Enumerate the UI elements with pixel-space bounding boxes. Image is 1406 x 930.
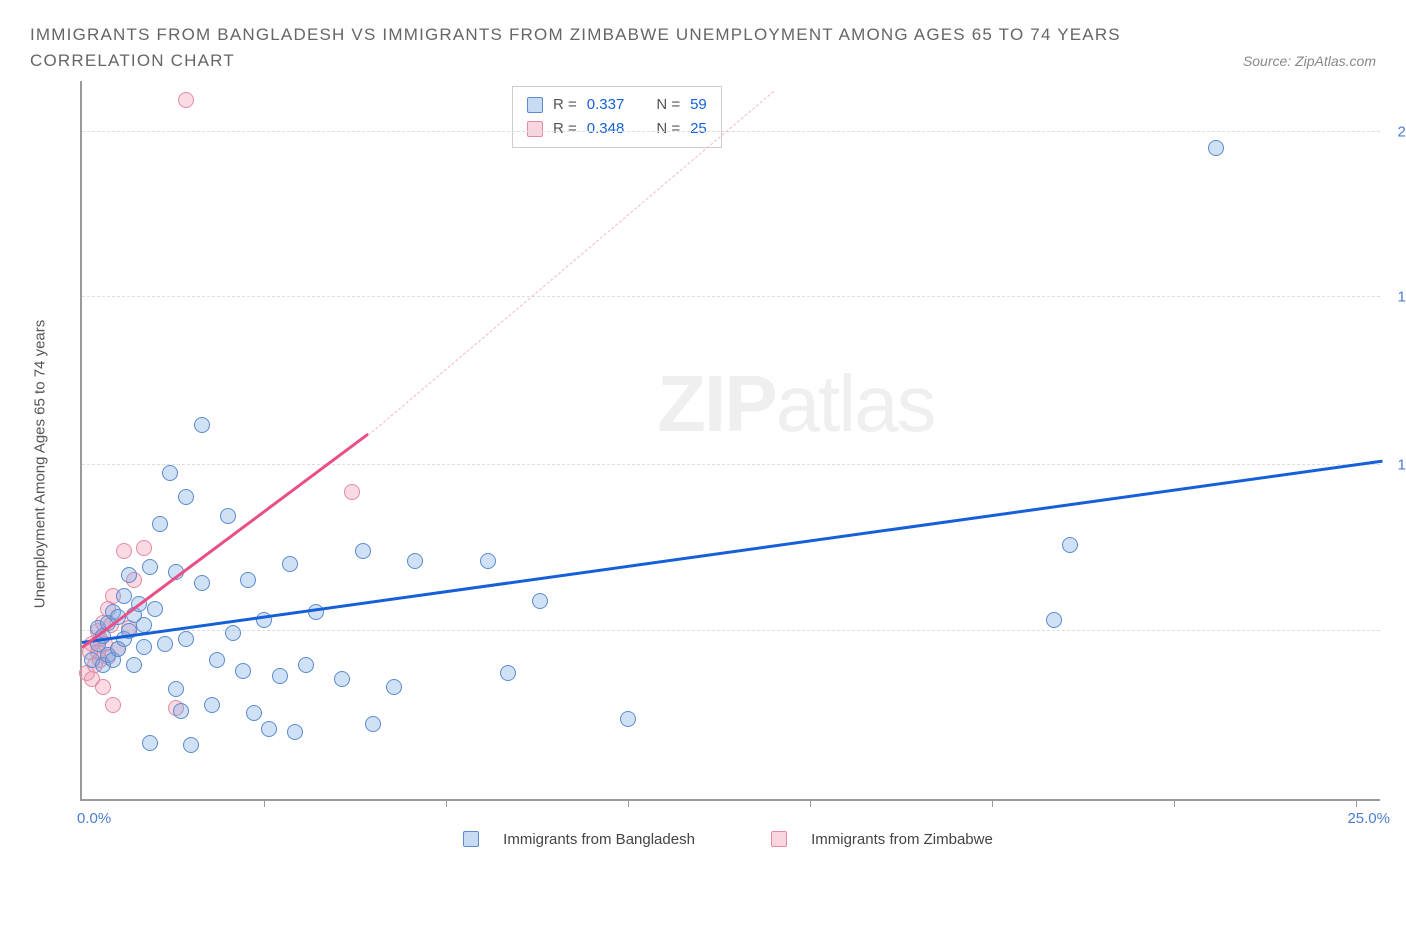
title-block: IMMIGRANTS FROM BANGLADESH VS IMMIGRANTS… xyxy=(30,20,1376,71)
data-point xyxy=(116,543,132,559)
x-tick xyxy=(264,799,265,807)
source-attribution: Source: ZipAtlas.com xyxy=(1243,53,1376,69)
data-point xyxy=(480,553,496,569)
chart-title: IMMIGRANTS FROM BANGLADESH VS IMMIGRANTS… xyxy=(30,20,1376,51)
chart-subtitle: CORRELATION CHART xyxy=(30,51,235,71)
data-point xyxy=(235,663,251,679)
x-tick xyxy=(1356,799,1357,807)
y-axis-label: Unemployment Among Ages 65 to 74 years xyxy=(32,320,49,609)
data-point xyxy=(1208,140,1224,156)
data-point xyxy=(209,652,225,668)
data-point xyxy=(282,556,298,572)
x-tick xyxy=(446,799,447,807)
gridline xyxy=(82,131,1380,132)
legend-swatch-b xyxy=(771,831,787,847)
legend-stats-row: R = 0.337 N = 59 xyxy=(527,93,707,117)
data-point xyxy=(178,489,194,505)
data-point xyxy=(344,484,360,500)
data-point xyxy=(365,716,381,732)
x-tick xyxy=(992,799,993,807)
data-point xyxy=(178,631,194,647)
x-tick xyxy=(810,799,811,807)
data-point xyxy=(220,508,236,524)
legend-swatch-a xyxy=(463,831,479,847)
legend-item: Immigrants from Bangladesh xyxy=(445,831,713,848)
y-tick-label: 18.8% xyxy=(1385,289,1406,306)
data-point xyxy=(500,665,516,681)
data-point xyxy=(116,588,132,604)
data-point xyxy=(355,543,371,559)
data-point xyxy=(162,465,178,481)
data-point xyxy=(204,697,220,713)
data-point xyxy=(95,679,111,695)
data-point xyxy=(261,721,277,737)
plot-area: ZIPatlas R = 0.337 N = 59 R = 0.348 N = … xyxy=(80,81,1380,801)
data-point xyxy=(334,671,350,687)
data-point xyxy=(246,705,262,721)
data-point xyxy=(168,681,184,697)
data-point xyxy=(136,639,152,655)
data-point xyxy=(240,572,256,588)
data-point xyxy=(152,516,168,532)
y-tick-label: 6.3% xyxy=(1385,622,1406,639)
legend-swatch-a xyxy=(527,97,543,113)
data-point xyxy=(142,735,158,751)
data-point xyxy=(1046,612,1062,628)
x-axis-zero: 0.0% xyxy=(77,810,111,827)
data-point xyxy=(147,601,163,617)
trend-line-zimbabwe xyxy=(81,433,369,649)
trend-line-bangladesh xyxy=(82,460,1382,644)
data-point xyxy=(386,679,402,695)
y-tick-label: 25.0% xyxy=(1385,123,1406,140)
data-point xyxy=(1062,537,1078,553)
x-tick xyxy=(628,799,629,807)
data-point xyxy=(183,737,199,753)
x-tick xyxy=(1174,799,1175,807)
data-point xyxy=(105,697,121,713)
data-point xyxy=(157,636,173,652)
y-tick-label: 12.5% xyxy=(1385,457,1406,474)
data-point xyxy=(136,540,152,556)
legend-stats: R = 0.337 N = 59 R = 0.348 N = 25 xyxy=(512,86,722,148)
data-point xyxy=(620,711,636,727)
data-point xyxy=(142,559,158,575)
data-point xyxy=(298,657,314,673)
legend-swatch-b xyxy=(527,121,543,137)
data-point xyxy=(272,668,288,684)
legend-series: Immigrants from Bangladesh Immigrants fr… xyxy=(80,831,1376,848)
data-point xyxy=(178,92,194,108)
legend-item: Immigrants from Zimbabwe xyxy=(753,831,1011,848)
data-point xyxy=(225,625,241,641)
chart-container: Unemployment Among Ages 65 to 74 years Z… xyxy=(30,81,1376,848)
gridline xyxy=(82,296,1380,297)
data-point xyxy=(532,593,548,609)
data-point xyxy=(287,724,303,740)
gridline xyxy=(82,630,1380,631)
data-point xyxy=(194,575,210,591)
x-axis-max: 25.0% xyxy=(1347,810,1390,827)
data-point xyxy=(173,703,189,719)
data-point xyxy=(194,417,210,433)
data-point xyxy=(407,553,423,569)
watermark: ZIPatlas xyxy=(657,358,934,450)
gridline xyxy=(82,464,1380,465)
legend-stats-row: R = 0.348 N = 25 xyxy=(527,117,707,141)
data-point xyxy=(126,657,142,673)
data-point xyxy=(121,567,137,583)
